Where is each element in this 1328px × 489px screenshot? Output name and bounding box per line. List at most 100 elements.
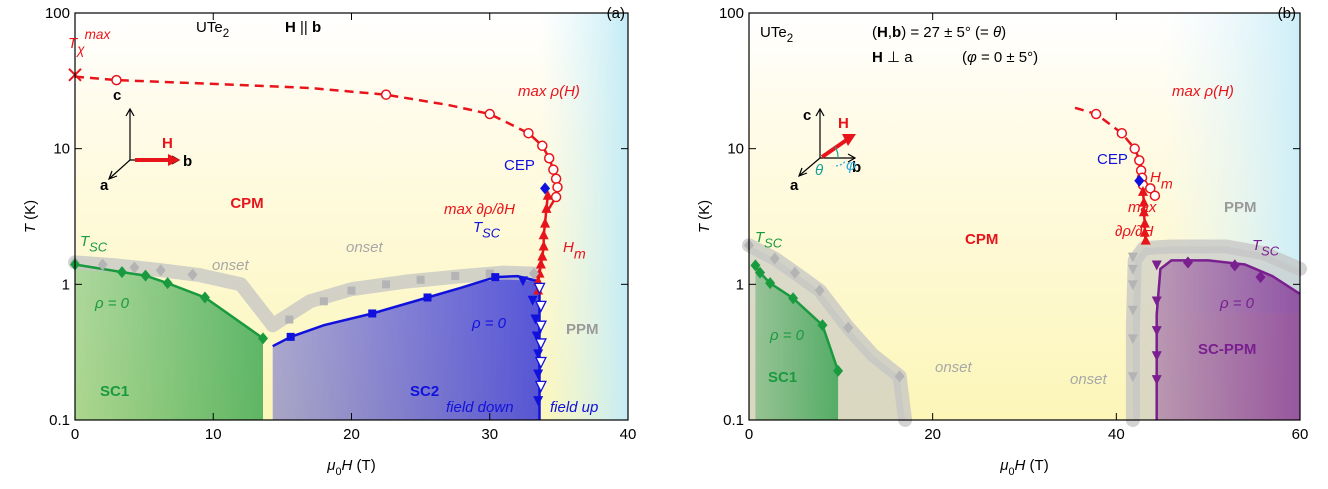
phase-area (1156, 260, 1300, 420)
label-part: CEP (504, 157, 535, 174)
marker (117, 266, 128, 279)
label: ρ = 0 (471, 315, 507, 332)
label-part: (b) (1278, 5, 1296, 22)
label: (b) (1278, 5, 1296, 22)
label: CEP (504, 157, 535, 174)
marker (1139, 226, 1150, 237)
label: φ (846, 157, 856, 174)
label-part: c (113, 87, 121, 104)
label-part: T (1252, 237, 1263, 254)
label-part: T (68, 35, 79, 52)
label-part: T (696, 222, 713, 233)
label: TSC (473, 219, 501, 241)
label: TSC (1252, 237, 1280, 259)
label-part: a (790, 177, 799, 194)
marker (162, 277, 173, 290)
x-tick-label: 20 (343, 426, 360, 443)
label-part: SC1 (100, 383, 129, 400)
label-part: 0 (335, 466, 341, 478)
label-part: 2 (787, 33, 793, 45)
marker (517, 276, 528, 287)
label: max ∂ρ/∂H (444, 201, 515, 218)
label-part: φ (846, 157, 856, 174)
label-part: θ (993, 24, 1001, 41)
label: UTe2 (196, 19, 229, 40)
marker (523, 127, 534, 139)
label-part: H (872, 49, 883, 66)
marker (814, 284, 825, 297)
label: c (113, 87, 121, 104)
marker (538, 240, 549, 251)
label-part: H (162, 135, 173, 152)
marker (111, 74, 122, 86)
marker (380, 89, 392, 100)
marker (550, 191, 562, 203)
ppm-region (540, 13, 628, 420)
x-tick-label: 30 (481, 426, 498, 443)
label-part: b (183, 153, 192, 170)
label-part: a (100, 177, 109, 194)
marker (542, 189, 553, 200)
marker (97, 258, 108, 271)
label-part: field down (446, 399, 514, 416)
label: b (852, 159, 861, 176)
label-part: max ρ(H) (518, 83, 580, 100)
label-part: (T) (352, 457, 375, 474)
label-part: χ (76, 42, 85, 57)
marker (1138, 196, 1149, 207)
label-part: field up (550, 399, 598, 416)
label: ρ = 0 (769, 327, 805, 344)
label-part: μ (999, 457, 1008, 474)
label: max ρ(H) (518, 83, 580, 100)
label-part: 0 (1008, 466, 1014, 478)
x-tick-label: 0 (745, 426, 753, 443)
label-part: T (80, 233, 91, 250)
marker (258, 332, 269, 345)
marker (368, 309, 377, 318)
label-part: H (877, 24, 888, 41)
marker (1149, 190, 1161, 201)
curve (1074, 106, 1136, 150)
marker (1127, 372, 1138, 383)
label-part: SC-PPM (1198, 341, 1256, 358)
marker (750, 259, 761, 272)
marker (1127, 280, 1138, 291)
marker (491, 273, 500, 282)
y-tick-label: 0.1 (49, 412, 70, 429)
label-part: || (296, 19, 312, 36)
marker (1139, 217, 1150, 228)
label-part: H (838, 115, 849, 132)
x-tick-label: 40 (620, 426, 637, 443)
label-part: ρ = 0 (94, 295, 130, 312)
marker (1182, 256, 1193, 269)
marker (140, 269, 151, 282)
label-part: max (1128, 199, 1157, 216)
marker (286, 332, 295, 341)
marker (552, 181, 563, 193)
marker (1151, 296, 1162, 307)
label: ∂ρ/∂H (1115, 223, 1154, 240)
marker (1127, 252, 1138, 263)
label-part: ∂ρ/∂H (1115, 223, 1154, 240)
marker (1127, 264, 1138, 275)
marker (533, 349, 544, 360)
marker (534, 356, 547, 369)
marker (1145, 183, 1156, 194)
marker (416, 275, 425, 284)
marker (833, 364, 844, 377)
label: a (790, 177, 799, 194)
label-part: T (755, 229, 766, 246)
label-part: (a) (607, 5, 625, 22)
onset-band (68, 255, 541, 333)
label: (H,b) = 27 ± 5° (= θ) (872, 24, 1006, 41)
label: (a) (607, 5, 625, 22)
marker (1151, 351, 1162, 362)
marker (817, 319, 828, 332)
label: TSC (755, 229, 783, 251)
label-part: H (1150, 169, 1161, 186)
marker (540, 217, 551, 228)
x-tick-label: 40 (1108, 426, 1125, 443)
